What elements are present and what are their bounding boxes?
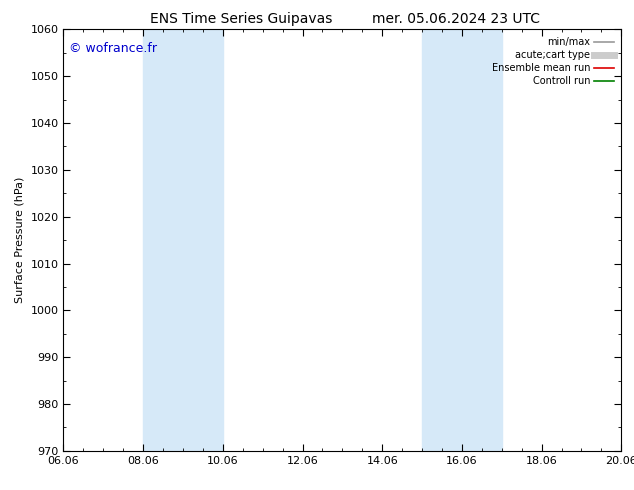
- Text: ENS Time Series Guipavas: ENS Time Series Guipavas: [150, 12, 332, 26]
- Text: mer. 05.06.2024 23 UTC: mer. 05.06.2024 23 UTC: [373, 12, 540, 26]
- Legend: min/max, acute;cart type, Ensemble mean run, Controll run: min/max, acute;cart type, Ensemble mean …: [489, 34, 616, 89]
- Bar: [422, 29, 501, 451]
- Text: © wofrance.fr: © wofrance.fr: [69, 42, 157, 55]
- Bar: [143, 29, 223, 451]
- Y-axis label: Surface Pressure (hPa): Surface Pressure (hPa): [15, 177, 25, 303]
